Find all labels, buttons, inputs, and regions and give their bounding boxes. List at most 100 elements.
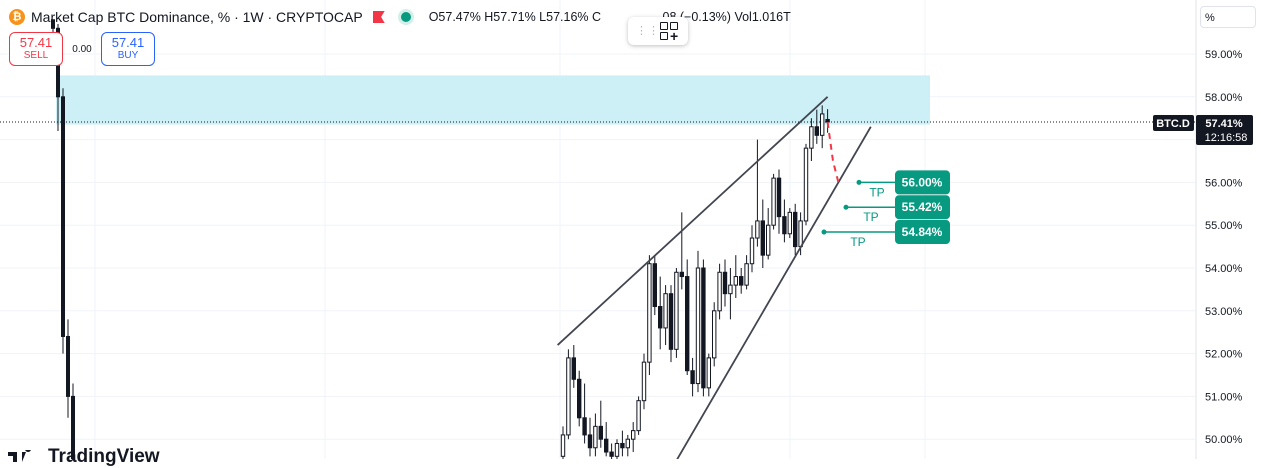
- candle-body: [593, 425, 598, 449]
- take-profit-marker[interactable]: 56.00% TP: [856, 170, 951, 199]
- candle-body: [701, 267, 706, 389]
- candles: [51, 19, 830, 459]
- candle: [71, 383, 75, 459]
- candle-body: [587, 434, 593, 449]
- candle-body: [809, 126, 814, 149]
- trade-panel: 57.41 SELL 0.00 57.41 BUY: [9, 32, 155, 66]
- price-axis-label: 54.00%: [1205, 263, 1243, 275]
- candle-body: [652, 263, 657, 308]
- candle-body: [636, 400, 641, 432]
- buy-price: 57.41: [111, 35, 145, 50]
- candle: [782, 199, 787, 243]
- symbol-tag: BTC.D: [1156, 118, 1190, 130]
- candle-body: [685, 276, 690, 372]
- candle-body: [51, 19, 55, 29]
- candle-body: [66, 335, 70, 397]
- candle-body: [717, 271, 722, 312]
- candle-body: [71, 395, 75, 459]
- flag-icon[interactable]: [372, 11, 385, 23]
- candle-body: [825, 118, 830, 123]
- sell-button[interactable]: 57.41 SELL: [9, 32, 63, 66]
- candle: [625, 434, 630, 457]
- candle-body: [560, 434, 566, 457]
- candle: [760, 199, 765, 268]
- channel-lower-line[interactable]: [676, 126, 872, 459]
- tp-anchor: [843, 204, 849, 210]
- tp-label: TP: [869, 185, 884, 199]
- floating-toolbar[interactable]: ⋮⋮ +: [628, 17, 688, 45]
- ohlc-values: O57.47% H57.71% L57.16% C .08 (−0.13%) Vo…: [429, 10, 791, 24]
- candle: [820, 105, 825, 149]
- tp-value: 55.42%: [902, 200, 943, 214]
- price-axis-label: 59.00%: [1205, 49, 1243, 61]
- channel-upper-line[interactable]: [556, 96, 829, 346]
- candle-body: [658, 306, 663, 329]
- tradingview-logo-icon: [8, 450, 31, 462]
- price-axis-label: 51.00%: [1205, 391, 1243, 403]
- candle-body: [782, 216, 787, 235]
- tp-label: TP: [863, 210, 878, 224]
- candle: [755, 139, 760, 247]
- candle: [604, 422, 609, 457]
- candle-body: [760, 220, 765, 256]
- candle: [641, 353, 647, 410]
- take-profit-marker[interactable]: 55.42% TP: [843, 195, 951, 224]
- candle: [577, 370, 582, 427]
- buy-button[interactable]: 57.41 BUY: [101, 32, 155, 66]
- layout-icon[interactable]: +: [660, 22, 678, 44]
- drag-handle-icon[interactable]: ⋮⋮: [636, 25, 660, 37]
- market-status-icon[interactable]: [400, 12, 411, 22]
- candle-body: [582, 417, 587, 436]
- candle: [571, 345, 576, 388]
- candle-body: [739, 276, 744, 286]
- scale-mode-field[interactable]: %: [1200, 6, 1256, 28]
- candle-body: [571, 357, 576, 380]
- bitcoin-icon: ₿: [9, 9, 25, 25]
- spread-value: 0.00: [72, 43, 92, 55]
- candle-body: [712, 310, 717, 359]
- price-axis[interactable]: 59.00%58.00%57.00%56.00%55.00%54.00%53.0…: [1195, 0, 1263, 459]
- projection-path[interactable]: [826, 121, 840, 183]
- candle-body: [625, 438, 630, 449]
- candle: [739, 268, 744, 294]
- candle: [712, 302, 717, 367]
- price-axis-label: 56.00%: [1205, 177, 1243, 189]
- candle: [636, 396, 641, 435]
- price-tag-bg: [1196, 115, 1253, 145]
- candle-body: [820, 113, 825, 136]
- candle-body: [647, 263, 652, 363]
- candle: [647, 255, 652, 375]
- candle: [701, 259, 706, 397]
- candle: [620, 430, 625, 457]
- candle-body: [793, 211, 798, 248]
- tp-anchor: [856, 179, 862, 185]
- candle-body: [706, 357, 711, 389]
- candle-body: [679, 271, 684, 278]
- candle-body: [620, 442, 625, 449]
- candle: [733, 255, 738, 298]
- candle: [771, 173, 776, 230]
- candle: [609, 443, 614, 459]
- chart-gridlines: [0, 0, 1195, 459]
- candle: [776, 169, 782, 234]
- candle-body: [598, 425, 603, 440]
- candle: [685, 259, 690, 375]
- candle: [787, 208, 792, 239]
- candle-body: [766, 224, 771, 256]
- candle: [560, 426, 566, 459]
- candle-body: [668, 293, 674, 350]
- candle: [728, 268, 733, 320]
- sell-price: 57.41: [19, 35, 53, 50]
- candle: [587, 417, 593, 457]
- take-profit-marker[interactable]: 54.84% TP: [821, 220, 951, 249]
- candle-body: [674, 271, 679, 350]
- resistance-zone[interactable]: [56, 75, 930, 125]
- candle: [766, 208, 771, 260]
- candle: [744, 255, 749, 290]
- candle-body: [641, 361, 647, 402]
- candle: [706, 353, 711, 397]
- symbol-title[interactable]: Market Cap BTC Dominance, % · 1W · CRYPT…: [31, 9, 363, 25]
- candle-body: [61, 96, 65, 337]
- candle: [695, 250, 701, 393]
